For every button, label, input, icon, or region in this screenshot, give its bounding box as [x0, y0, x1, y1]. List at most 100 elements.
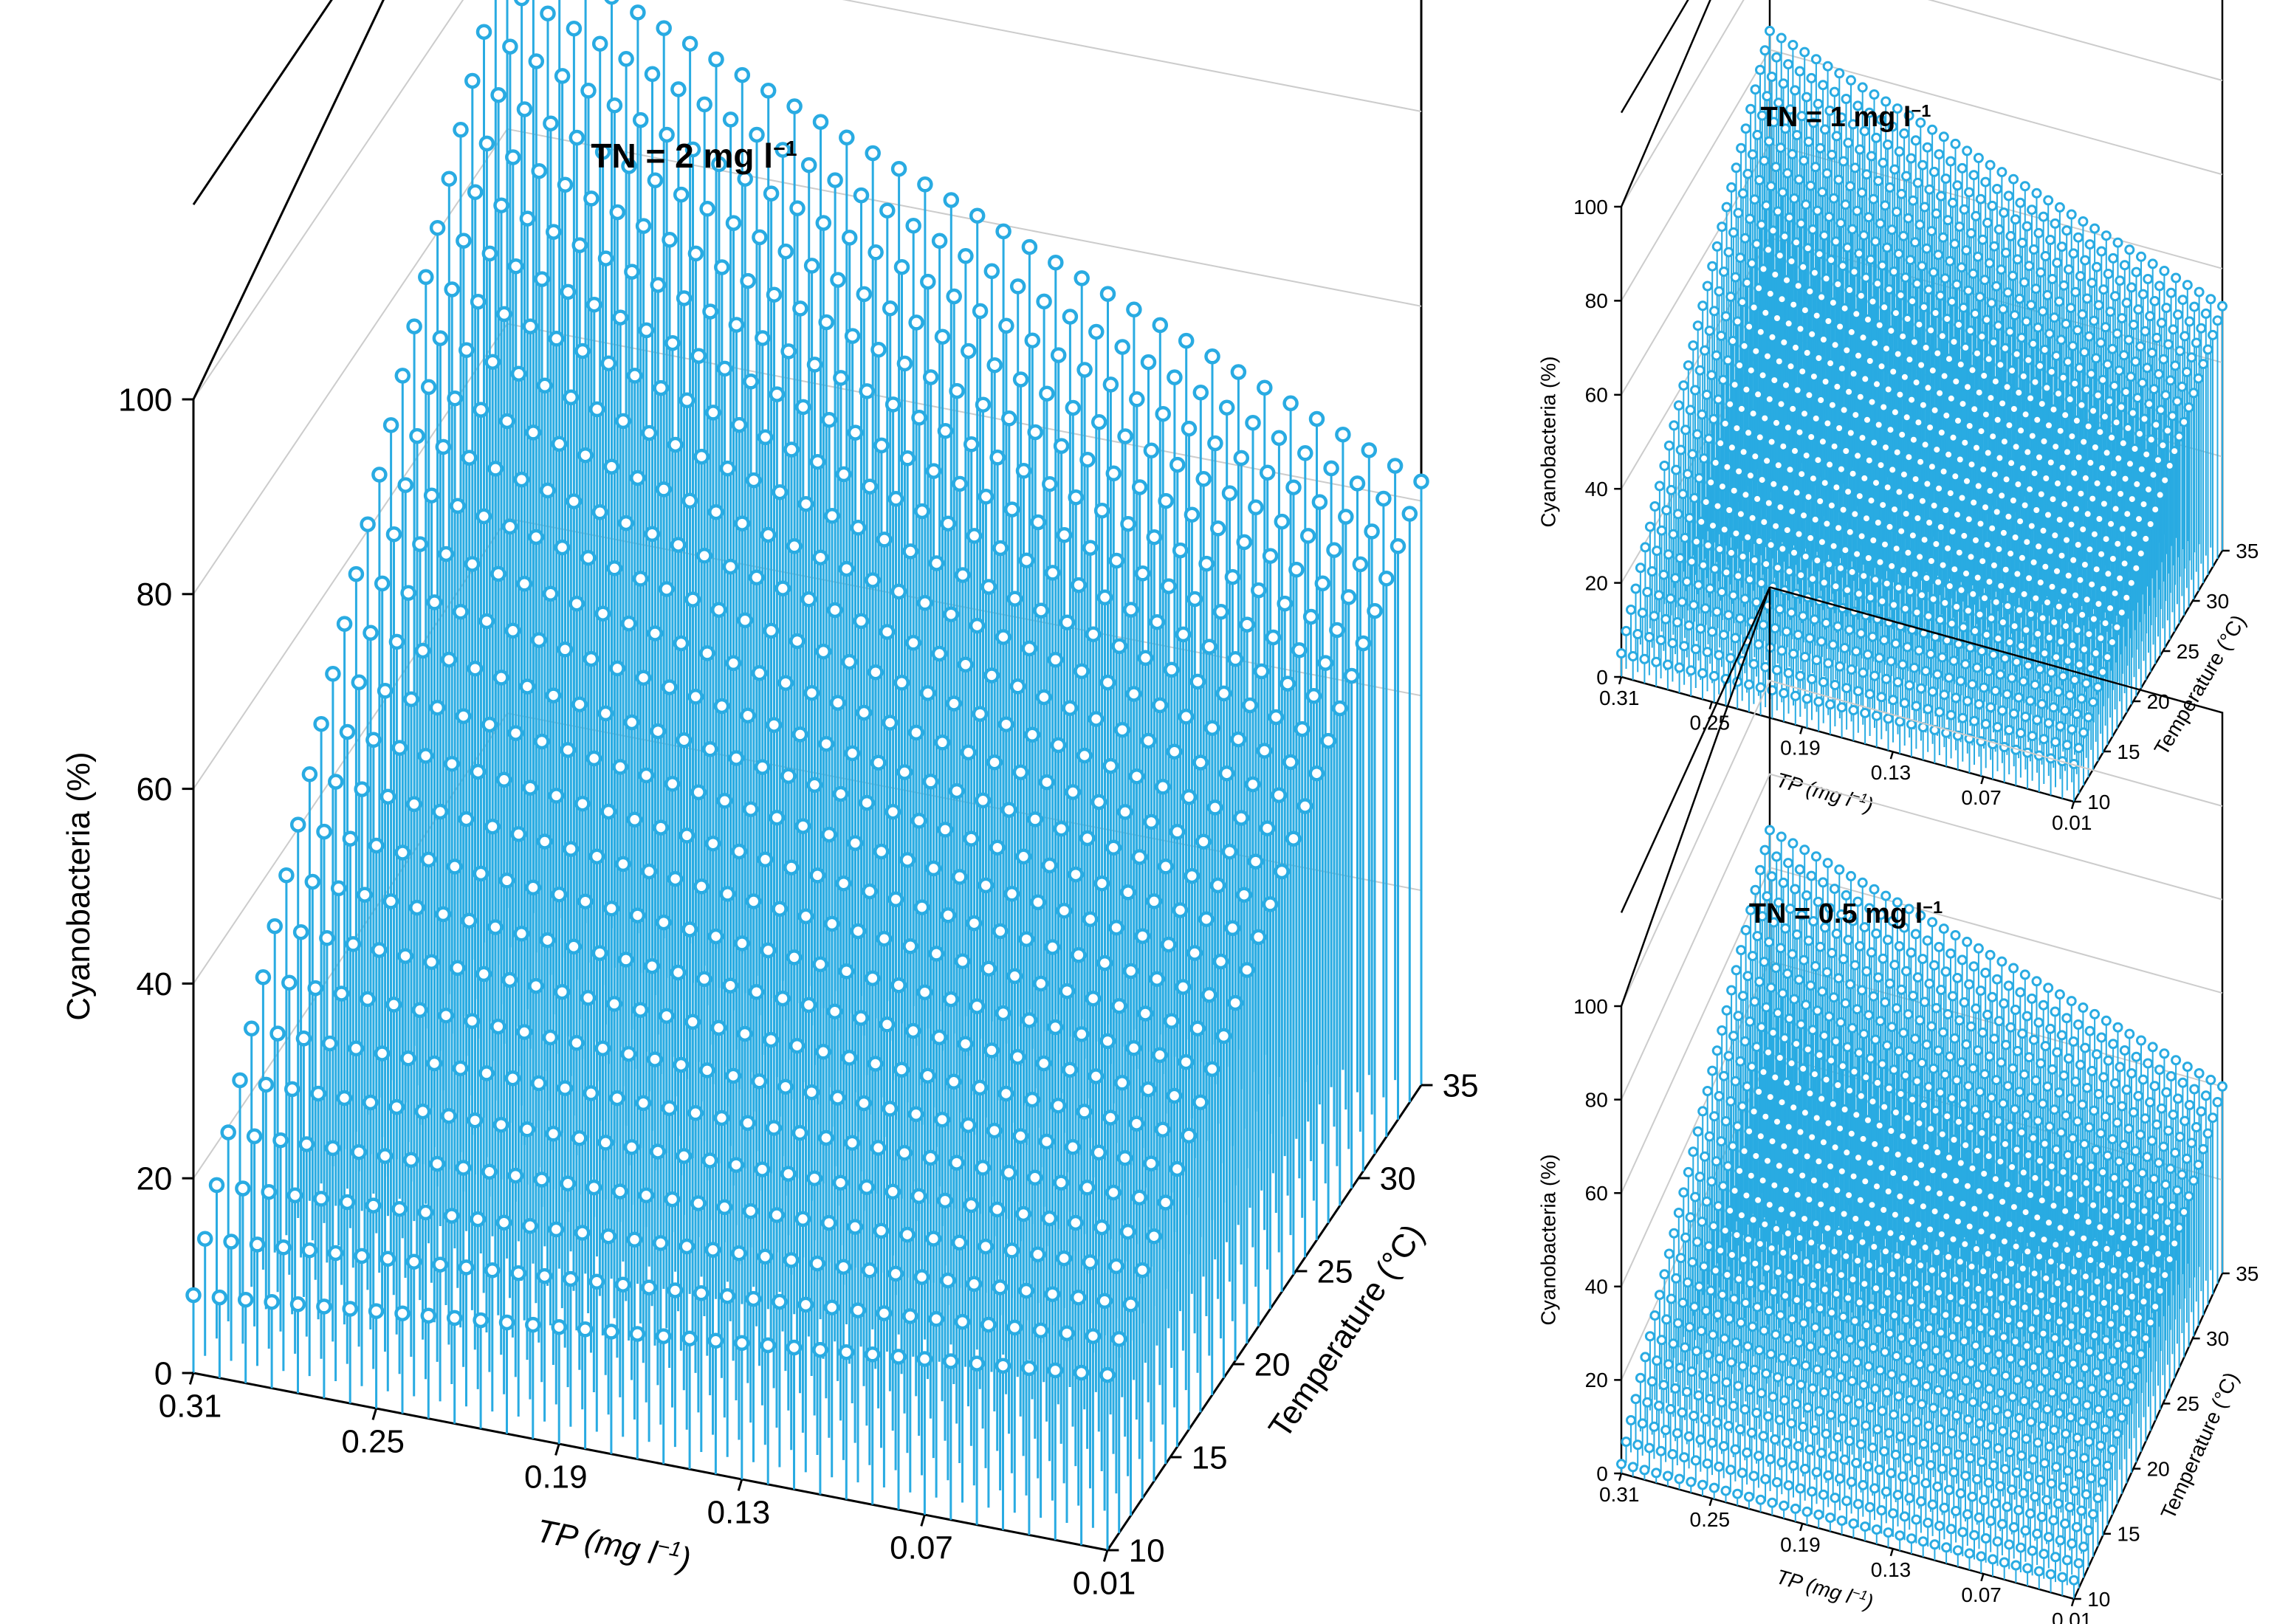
tn1-y-tick-label: 25 — [2177, 640, 2199, 663]
main-stem — [495, 771, 512, 1219]
tn05-y-tick-label: 10 — [2087, 1588, 2110, 1611]
main-stem — [626, 811, 643, 1245]
main-stem — [673, 1056, 690, 1351]
main-stem — [734, 1335, 750, 1479]
main-stem — [310, 1085, 326, 1320]
main-stem — [246, 1128, 263, 1327]
main-stem — [1302, 608, 1319, 1161]
tn05-stem — [1999, 1557, 2010, 1580]
main-stem — [832, 785, 849, 1245]
main-stem — [319, 930, 335, 1263]
main-stem — [653, 819, 669, 1250]
main-stem — [806, 1170, 822, 1416]
main-stem — [992, 1279, 1009, 1490]
main-stem — [650, 1143, 666, 1386]
main-stem — [478, 1065, 495, 1332]
tn1-stem — [1988, 739, 1998, 780]
main-stem — [557, 1080, 573, 1348]
main-stem — [1277, 595, 1293, 1157]
main-stem — [684, 1014, 701, 1334]
main-stem — [885, 1183, 901, 1431]
tn05-y-tick-label: 30 — [2206, 1327, 2229, 1350]
main-stem — [591, 945, 608, 1296]
main-stem — [548, 788, 565, 1229]
tn05-stem — [2208, 1112, 2218, 1295]
main-stem — [1111, 998, 1127, 1358]
main-stem — [870, 1140, 887, 1408]
tn05-stem — [1848, 1518, 1859, 1538]
main-stem — [301, 1242, 317, 1377]
tn1-stem — [1643, 632, 1655, 675]
main-stem — [707, 1332, 724, 1475]
main-stem — [829, 1090, 846, 1381]
tn05-x-tick — [1799, 1523, 1804, 1532]
main-stem — [348, 1040, 364, 1307]
main-y-tick-label: 35 — [1443, 1067, 1479, 1104]
main-stem — [354, 1248, 370, 1386]
tn1-stem — [1732, 676, 1743, 709]
tn05-stem — [2022, 1563, 2033, 1586]
tn05-stem — [1616, 1459, 1627, 1473]
tn05-y-tick-label: 25 — [2177, 1392, 2199, 1415]
main-stem — [862, 1262, 878, 1465]
tn05-stem — [1790, 1503, 1801, 1522]
main-stem — [1047, 1362, 1064, 1541]
tn05-z-tick-label: 80 — [1585, 1088, 1608, 1111]
tn1-x-tick-label: 0.19 — [1780, 736, 1821, 759]
tn1-x-tick-label: 0.13 — [1871, 761, 1912, 784]
main-x-tick — [737, 1479, 743, 1491]
main-stem — [1059, 1325, 1075, 1523]
main-stem — [400, 1050, 416, 1318]
main-stem — [498, 873, 515, 1259]
main-stem — [357, 887, 373, 1250]
main-stem — [1308, 765, 1325, 1240]
main-gridline — [193, 323, 1422, 790]
main-z-tick-label: 100 — [118, 382, 172, 418]
tn1-stem — [1651, 656, 1662, 687]
main-stem — [539, 932, 556, 1286]
main-stem — [701, 1152, 718, 1396]
main-stem — [551, 1318, 567, 1444]
main-stem — [847, 1219, 863, 1443]
main-stem — [980, 960, 997, 1332]
main-stem — [351, 1143, 367, 1347]
main-stem — [360, 991, 376, 1290]
main-stem — [876, 930, 893, 1312]
tn1-stem — [1964, 733, 1975, 773]
main-stem — [292, 923, 309, 1258]
tn05-stem — [1686, 1476, 1697, 1493]
tn1-stem — [2022, 747, 2033, 789]
tn1-z-tick-label: 0 — [1596, 666, 1608, 689]
tn05-stem — [1976, 1551, 1987, 1574]
main-stem — [835, 1259, 852, 1460]
main-stem — [1378, 570, 1395, 1137]
tn05-stem — [1858, 1479, 1869, 1517]
main-stem — [1288, 561, 1305, 1139]
main-stem — [614, 1276, 631, 1437]
main-stem — [475, 966, 492, 1293]
main-stem — [1068, 1214, 1084, 1467]
main-stem — [351, 674, 368, 1171]
main-stem — [1152, 1047, 1168, 1386]
main-x-tick — [554, 1443, 560, 1456]
main-stem — [368, 837, 385, 1234]
main-stem — [719, 886, 736, 1282]
tn05-stem — [2033, 1566, 2044, 1589]
main-stem — [563, 1270, 579, 1427]
tn1-stem — [1621, 625, 1632, 669]
tn1-stem — [1871, 710, 1882, 748]
main-stem — [867, 1056, 884, 1369]
main-stem — [638, 1187, 654, 1403]
main-stem — [885, 803, 901, 1256]
main-stem — [1134, 928, 1151, 1324]
main-stem — [498, 1314, 515, 1434]
main-stem — [330, 880, 347, 1245]
tn1-stem — [2045, 753, 2056, 796]
main-stem — [704, 835, 721, 1260]
main-stem — [1352, 556, 1369, 1132]
main-stem — [470, 1211, 486, 1389]
main-stem — [702, 741, 718, 1220]
main-stem — [696, 971, 712, 1316]
main-stem — [554, 983, 571, 1309]
main-stem — [676, 1148, 693, 1391]
